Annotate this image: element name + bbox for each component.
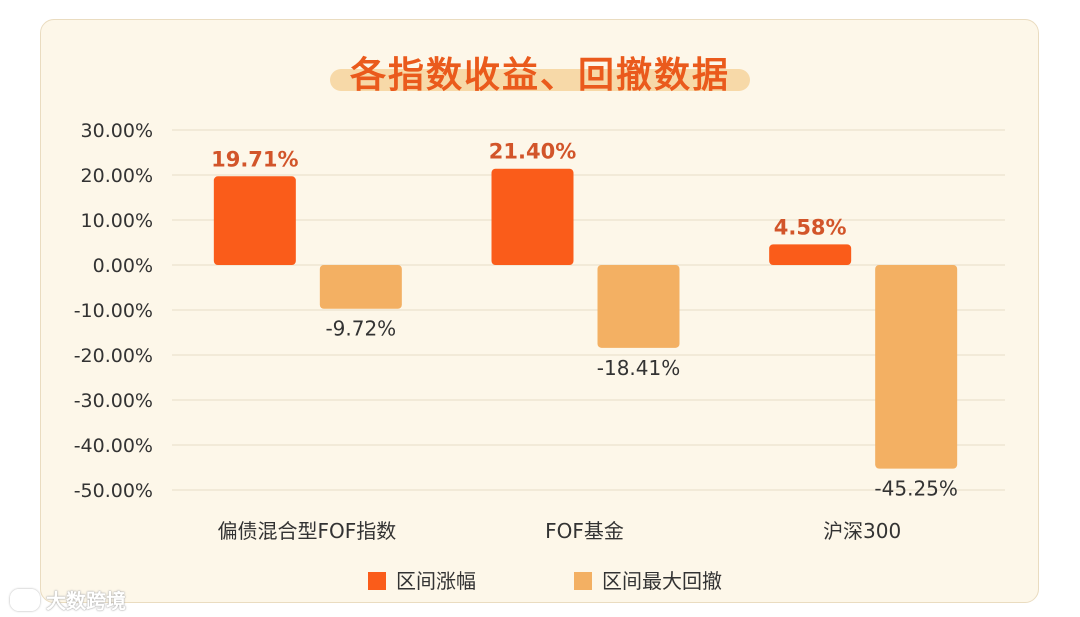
chart-title-wrap: 各指数收益、回撤数据 (0, 46, 1080, 98)
legend-swatch (368, 572, 386, 590)
legend-label: 区间涨幅 (396, 569, 476, 593)
drawdown-data-label: -9.72% (325, 317, 396, 341)
chart-card (40, 19, 1039, 603)
x-category-label: 偏债混合型FOF指数 (217, 519, 396, 543)
watermark-logo-icon (10, 588, 40, 611)
gain-bar (491, 168, 574, 265)
y-tick-label: -30.00% (74, 390, 153, 412)
gain-data-label: 4.58% (774, 215, 847, 239)
y-tick-label: 30.00% (81, 120, 153, 142)
watermark: 大数跨境 (10, 585, 126, 614)
y-tick-label: 10.00% (81, 210, 153, 232)
gain-bar (213, 176, 296, 265)
drawdown-data-label: -45.25% (874, 477, 957, 501)
legend-label: 区间最大回撤 (602, 569, 722, 593)
y-tick-label: 20.00% (81, 165, 153, 187)
y-tick-label: -40.00% (74, 435, 153, 457)
watermark-text: 大数跨境 (46, 589, 126, 613)
y-tick-label: 0.00% (93, 255, 153, 277)
drawdown-bar (597, 265, 680, 348)
gain-data-label: 19.71% (211, 147, 298, 171)
chart-title: 各指数收益、回撤数据 (349, 55, 730, 96)
drawdown-bar (875, 265, 958, 469)
gain-data-label: 21.40% (489, 140, 576, 164)
x-category-label: 沪深300 (823, 519, 901, 543)
gain-bar (769, 244, 852, 265)
drawdown-bar (319, 265, 402, 309)
drawdown-data-label: -18.41% (597, 356, 680, 380)
legend-swatch (574, 572, 592, 590)
x-category-label: FOF基金 (545, 519, 624, 543)
y-tick-label: -10.00% (74, 300, 153, 322)
y-tick-label: -20.00% (74, 345, 153, 367)
y-tick-label: -50.00% (74, 480, 153, 502)
title-highlight (330, 69, 750, 91)
